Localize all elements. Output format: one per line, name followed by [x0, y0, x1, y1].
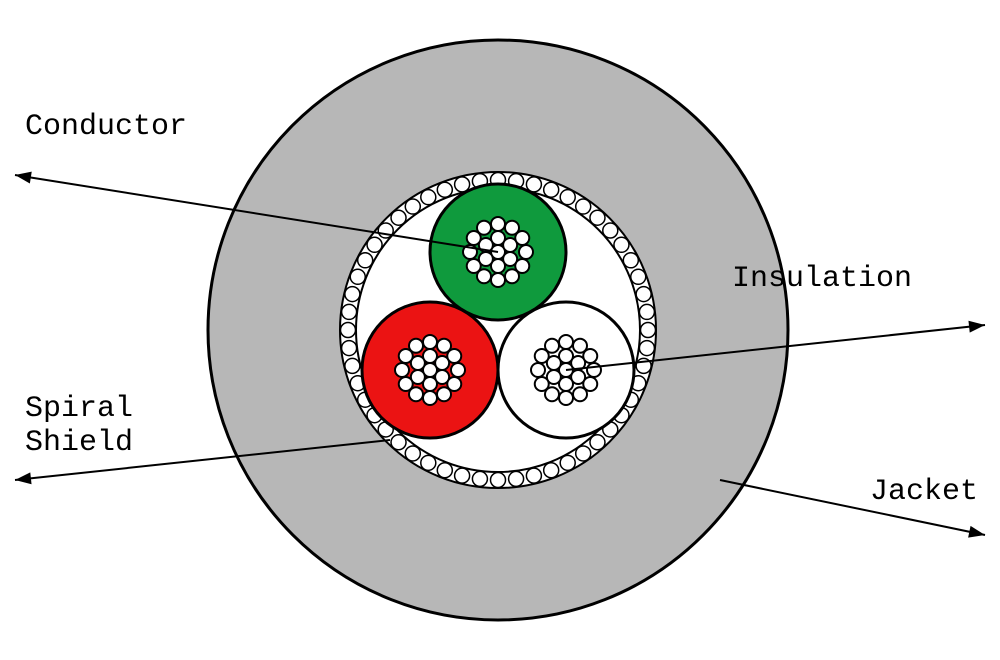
label-jacket: Jacket	[870, 475, 978, 509]
label-spiral-shield: Spiral Shield	[25, 392, 133, 460]
label-insulation: Insulation	[732, 262, 912, 296]
label-conductor: Conductor	[25, 110, 187, 144]
cable-diagram	[0, 0, 1000, 660]
